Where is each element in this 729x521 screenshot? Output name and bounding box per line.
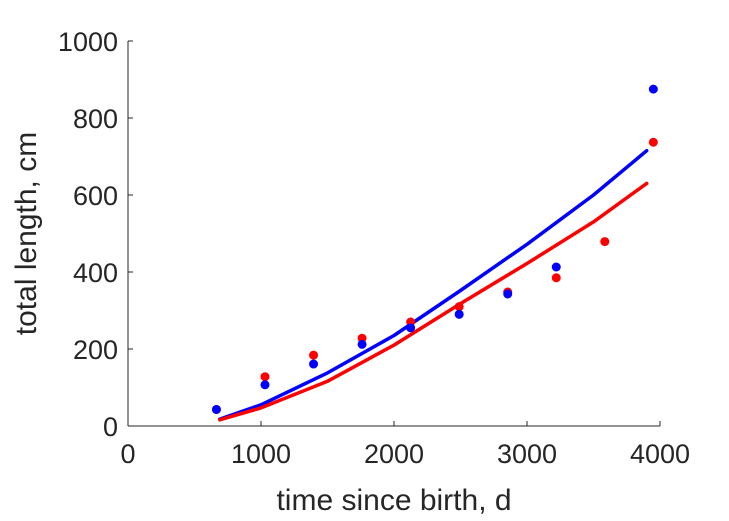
data-point — [600, 237, 610, 247]
y-tick-label: 200 — [73, 335, 118, 365]
y-tick-label: 1000 — [58, 27, 118, 57]
y-tick-label: 800 — [73, 104, 118, 134]
data-point — [551, 262, 561, 272]
data-points — [211, 84, 658, 414]
data-point — [454, 309, 464, 319]
data-point — [260, 380, 270, 390]
data-point — [357, 339, 367, 349]
x-tick-label: 1000 — [231, 439, 291, 469]
data-point — [260, 372, 270, 382]
data-point — [357, 333, 367, 343]
data-point — [454, 302, 464, 312]
fit-lines — [218, 148, 649, 422]
data-point — [309, 359, 319, 369]
plot-area: 0 1000 2000 3000 4000 0 200 400 600 800 1000 — [58, 27, 690, 469]
data-point — [211, 404, 221, 414]
x-tick-label: 3000 — [497, 439, 557, 469]
y-axis-label: total length, cm — [10, 132, 43, 335]
data-point — [503, 289, 513, 299]
fit-line — [218, 148, 649, 421]
fit-line — [218, 181, 649, 422]
y-tick-label: 600 — [73, 181, 118, 211]
x-tick-label: 0 — [120, 439, 135, 469]
y-axis-ticks: 0 200 400 600 800 1000 — [58, 27, 133, 442]
x-tick-label: 2000 — [364, 439, 424, 469]
data-point — [551, 273, 561, 283]
data-point — [648, 84, 658, 94]
x-tick-label: 4000 — [630, 439, 690, 469]
data-point — [309, 350, 319, 360]
data-point — [648, 137, 658, 147]
x-axis-label: time since birth, d — [276, 484, 511, 517]
x-axis-ticks: 0 1000 2000 3000 4000 — [120, 421, 690, 469]
y-tick-label: 400 — [73, 258, 118, 288]
data-point — [406, 323, 416, 333]
y-tick-label: 0 — [103, 412, 118, 442]
